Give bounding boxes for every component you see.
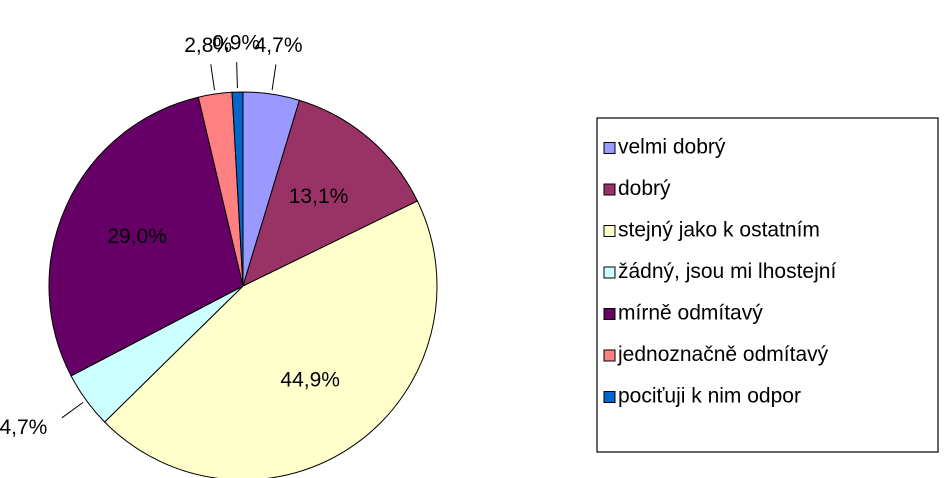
data-label: 0,9% xyxy=(212,32,260,55)
legend-swatch xyxy=(603,225,616,237)
legend-swatch xyxy=(603,142,616,154)
leader-line xyxy=(236,62,238,89)
legend-label: stejný jako k ostatním xyxy=(618,219,820,242)
legend-box xyxy=(596,117,939,453)
leader-line xyxy=(210,64,216,91)
legend-label: dobrý xyxy=(618,177,671,200)
legend-label: pociťuji k nim odpor xyxy=(618,385,801,408)
data-label: 4,7% xyxy=(255,34,303,57)
pie-slice xyxy=(103,200,438,478)
data-label: 13,1% xyxy=(289,185,349,208)
data-label: 2,8% xyxy=(184,34,232,57)
legend-swatch xyxy=(603,349,616,362)
pie-slice xyxy=(48,96,244,377)
legend-swatch xyxy=(603,308,616,320)
legend-swatch xyxy=(603,183,616,196)
legend-swatch xyxy=(603,391,616,403)
pie-slice xyxy=(242,99,419,287)
data-label: 29,0% xyxy=(107,225,167,248)
data-label: 44,9% xyxy=(280,369,340,392)
legend-label: mírně odmítavý xyxy=(618,302,763,325)
legend-label: jednoznačně odmítavý xyxy=(617,343,829,366)
legend-label: žádný, jsou mi lhostejní xyxy=(618,260,836,283)
legend-label: velmi dobrý xyxy=(618,136,726,159)
pie-slice xyxy=(231,91,244,287)
leader-line xyxy=(271,64,277,91)
leader-line xyxy=(61,402,84,419)
data-label: 4,7% xyxy=(0,416,47,439)
legend-swatch xyxy=(603,266,616,279)
